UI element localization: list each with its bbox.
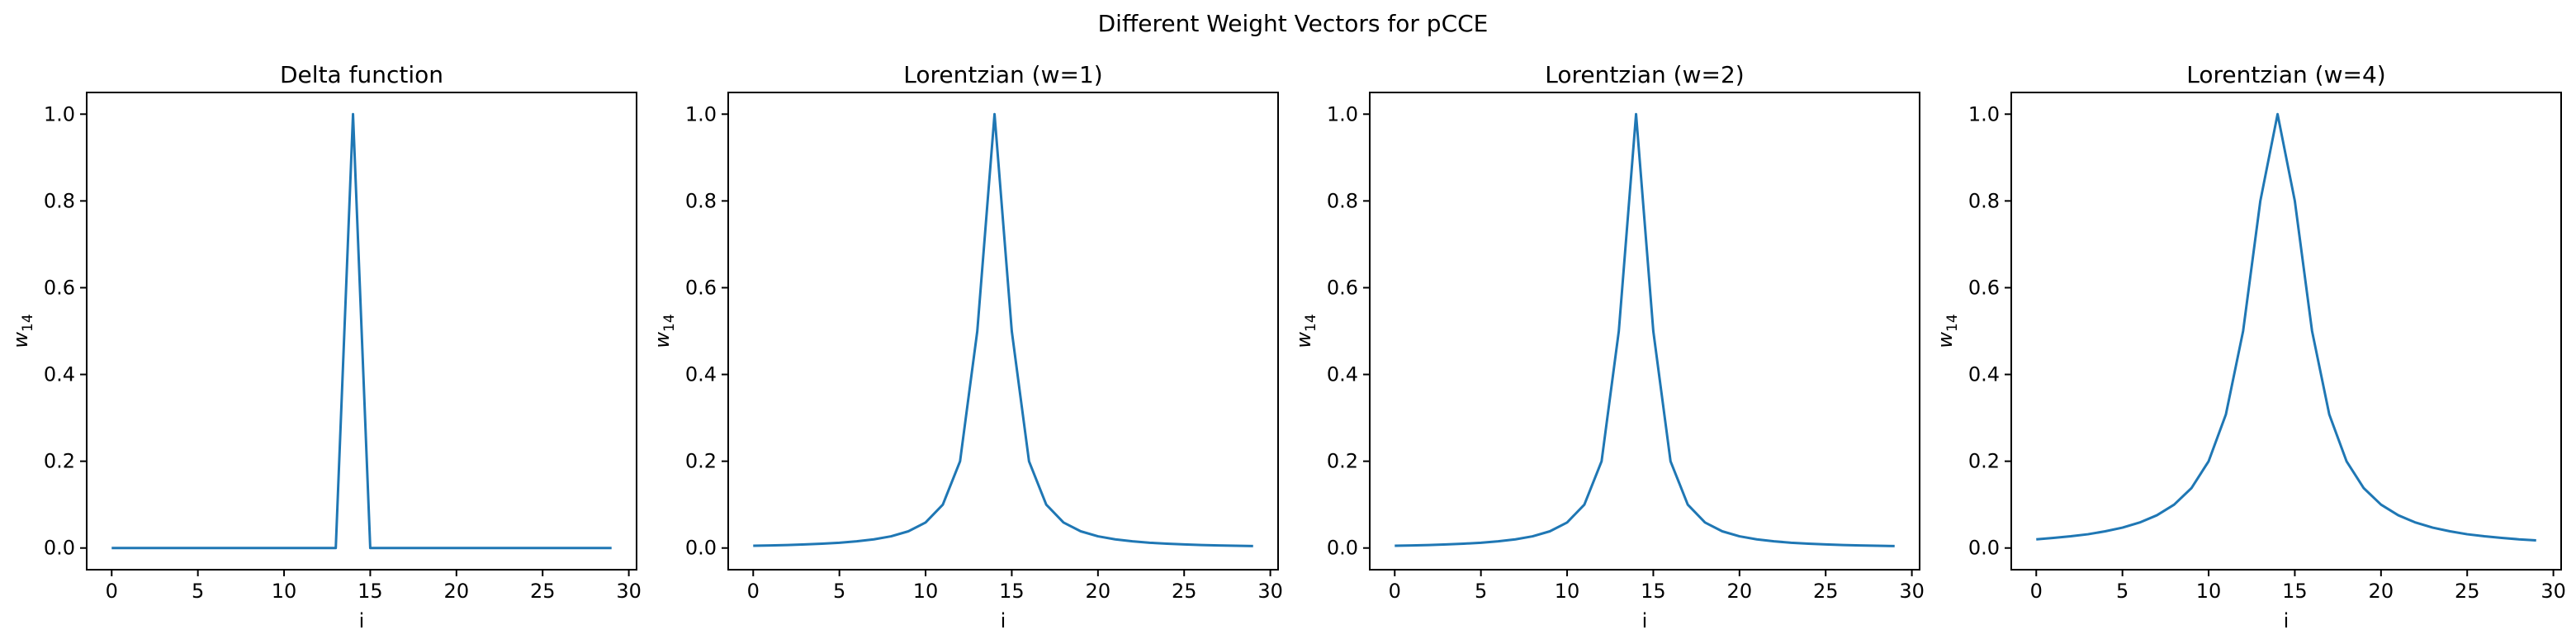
y-axis-label: w14 — [651, 314, 678, 348]
y-tick-label: 0.2 — [44, 450, 75, 473]
series-line — [1395, 112, 1895, 547]
x-axis-label: i — [359, 609, 365, 632]
plot-frame — [2010, 92, 2562, 571]
y-tick-label: 0.6 — [44, 276, 75, 299]
figure-title: Different Weight Vectors for pCCE — [1098, 10, 1489, 37]
plot-frame — [86, 92, 637, 571]
y-tick-label: 0.0 — [1327, 537, 1358, 560]
x-tick-label: 5 — [192, 580, 204, 603]
plot-frame — [727, 92, 1279, 571]
x-tick-label: 25 — [1813, 580, 1839, 603]
series-line — [753, 112, 1253, 547]
x-tick-label: 0 — [1389, 580, 1401, 603]
x-tick-label: 20 — [1727, 580, 1753, 603]
y-tick-label: 0.8 — [1968, 189, 2000, 212]
x-tick-label: 10 — [913, 580, 939, 603]
y-tick-label: 0.0 — [1968, 537, 2000, 560]
chart-panel-2: Lorentzian (w=1) 0 5 10 15 20 25 30 0.0 0.2 0.4 0.6… — [651, 61, 1283, 632]
y-tick-label: 0.4 — [1968, 363, 2000, 386]
y-tick-label: 0.6 — [1968, 276, 2000, 299]
x-tick-label: 25 — [530, 580, 556, 603]
y-tick-label: 1.0 — [685, 102, 717, 125]
x-tick-label: 10 — [2196, 580, 2222, 603]
y-tick-label: 0.4 — [685, 363, 717, 386]
y-axis-label: w14 — [1292, 314, 1319, 348]
y-tick-label: 0.8 — [44, 189, 75, 212]
x-tick-label: 30 — [2540, 580, 2566, 603]
x-tick-label: 0 — [106, 580, 118, 603]
x-tick-label: 30 — [1257, 580, 1283, 603]
x-axis-label: i — [1001, 609, 1006, 632]
chart-panel-3: Lorentzian (w=2) 0 5 10 15 20 25 30 0.0 0.2 0.4 0.6… — [1292, 61, 1925, 632]
x-tick-label: 5 — [833, 580, 845, 603]
y-tick-label: 0.4 — [44, 363, 75, 386]
x-tick-label: 30 — [1899, 580, 1925, 603]
plot-frame — [1369, 92, 1920, 571]
y-tick-label: 1.0 — [44, 102, 75, 125]
x-tick-label: 15 — [358, 580, 383, 603]
y-axis-label: w14 — [1934, 314, 1961, 348]
y-tick-label: 0.6 — [1327, 276, 1358, 299]
x-tick-label: 15 — [999, 580, 1025, 603]
y-tick-label: 0.0 — [685, 537, 717, 560]
y-tick-label: 0.6 — [685, 276, 717, 299]
x-tick-label: 20 — [1086, 580, 1111, 603]
x-tick-label: 0 — [747, 580, 760, 603]
x-tick-label: 0 — [2030, 580, 2043, 603]
chart-panel-1: Delta function 0 5 10 15 20 25 30 0.0 0.2 0.4 0.6 0.… — [9, 61, 642, 632]
x-tick-label: 10 — [272, 580, 297, 603]
x-tick-label: 10 — [1555, 580, 1580, 603]
chart-panel-4: Lorentzian (w=4) 0 5 10 15 20 25 30 0.0 0.2 0.4 0.6… — [1934, 61, 2566, 632]
x-tick-label: 15 — [2282, 580, 2308, 603]
y-tick-label: 0.2 — [1968, 450, 2000, 473]
y-tick-label: 0.0 — [44, 537, 75, 560]
x-tick-label: 5 — [2116, 580, 2129, 603]
x-tick-label: 5 — [1475, 580, 1487, 603]
y-tick-label: 0.8 — [1327, 189, 1358, 212]
series-line — [111, 112, 612, 550]
panel-title: Lorentzian (w=4) — [2186, 61, 2385, 88]
x-tick-label: 25 — [2455, 580, 2480, 603]
chart-panels: Delta function 0 5 10 15 20 25 30 0.0 0.2 0.4 0.6 0.… — [9, 61, 2566, 632]
x-tick-label: 25 — [1172, 580, 1197, 603]
y-tick-label: 0.8 — [685, 189, 717, 212]
y-tick-label: 0.4 — [1327, 363, 1358, 386]
panel-title: Lorentzian (w=1) — [903, 61, 1102, 88]
y-tick-label: 1.0 — [1327, 102, 1358, 125]
panel-title: Delta function — [280, 61, 443, 88]
x-axis-label: i — [1642, 609, 1648, 632]
series-line — [2036, 112, 2536, 542]
x-tick-label: 20 — [444, 580, 470, 603]
y-axis-label: w14 — [9, 314, 36, 348]
x-tick-label: 30 — [616, 580, 642, 603]
x-tick-label: 15 — [1641, 580, 1666, 603]
x-tick-label: 20 — [2369, 580, 2394, 603]
x-axis-label: i — [2284, 609, 2290, 632]
panel-title: Lorentzian (w=2) — [1545, 61, 1744, 88]
y-tick-label: 0.2 — [685, 450, 717, 473]
y-tick-label: 0.2 — [1327, 450, 1358, 473]
y-tick-label: 1.0 — [1968, 102, 2000, 125]
